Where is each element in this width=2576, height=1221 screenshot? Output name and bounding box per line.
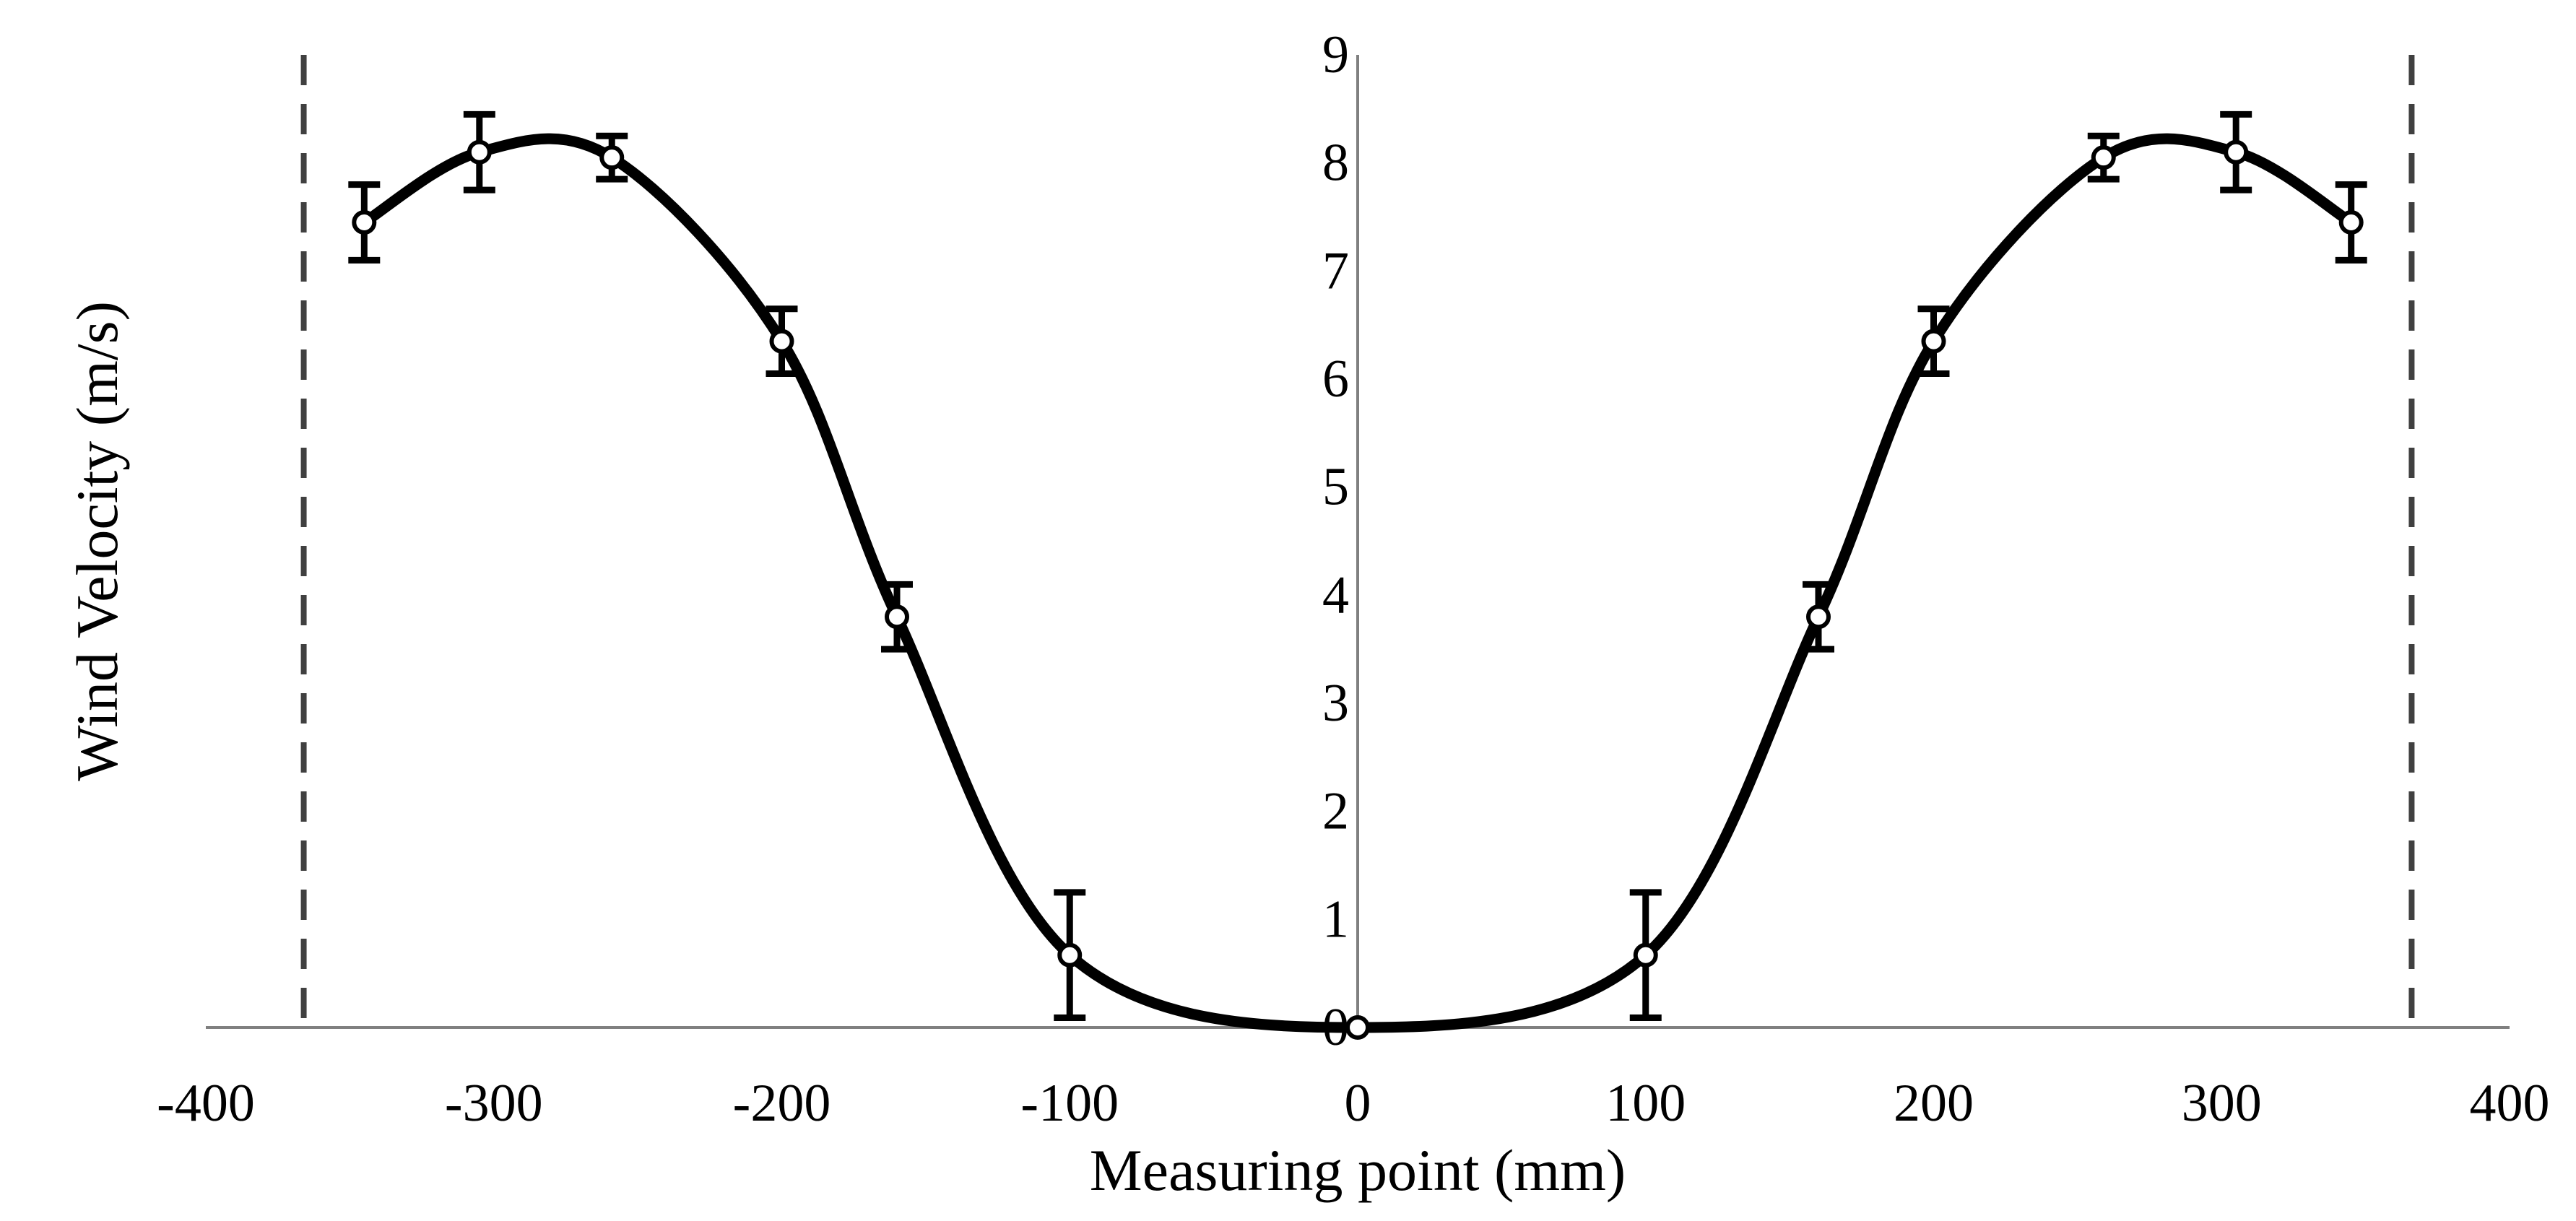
data-point <box>1057 942 1083 968</box>
y-tick-label: 6 <box>1322 349 1349 409</box>
data-point <box>1921 329 1946 354</box>
data-point <box>599 145 625 170</box>
y-tick-label: 3 <box>1322 674 1349 733</box>
x-tick-labels: -400 -300 -200 -100 0 100 200 300 400 <box>157 1074 2549 1133</box>
x-tick-label: 100 <box>1605 1074 1686 1133</box>
x-tick-label: 200 <box>1894 1074 1974 1133</box>
x-tick-label: -300 <box>445 1074 543 1133</box>
data-point <box>467 139 492 165</box>
x-tick-label: -200 <box>733 1074 831 1133</box>
x-axis-title: Measuring point (mm) <box>1090 1137 1626 1203</box>
data-point <box>1806 604 1831 630</box>
data-point <box>2338 209 2364 235</box>
y-tick-label: 8 <box>1322 134 1349 193</box>
y-tick-label: 7 <box>1322 241 1349 300</box>
x-tick-label: 0 <box>1345 1074 1371 1133</box>
x-tick-label: 300 <box>2182 1074 2262 1133</box>
data-point <box>2091 145 2116 170</box>
x-tick-label: -400 <box>157 1074 255 1133</box>
data-point <box>769 329 794 354</box>
data-points <box>352 139 2364 1040</box>
data-point <box>2224 139 2249 165</box>
y-tick-label: 5 <box>1322 458 1349 517</box>
y-tick-label: 2 <box>1322 782 1349 841</box>
y-tick-label: 4 <box>1322 565 1349 625</box>
y-tick-label: 1 <box>1322 890 1349 949</box>
x-tick-label: -100 <box>1020 1074 1119 1133</box>
data-point <box>1633 942 1658 968</box>
data-point <box>1345 1015 1370 1040</box>
reference-lines <box>300 55 2415 1027</box>
y-axis-title: Wind Velocity (m/s) <box>64 301 130 781</box>
y-tick-label: 9 <box>1322 25 1349 84</box>
x-tick-label: 400 <box>2470 1074 2550 1133</box>
data-point <box>352 209 377 235</box>
data-point <box>885 604 909 630</box>
